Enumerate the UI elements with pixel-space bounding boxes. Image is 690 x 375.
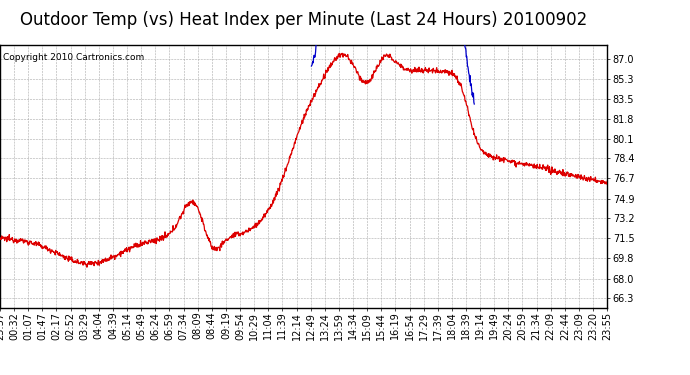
Text: Copyright 2010 Cartronics.com: Copyright 2010 Cartronics.com [3, 53, 144, 62]
Text: Outdoor Temp (vs) Heat Index per Minute (Last 24 Hours) 20100902: Outdoor Temp (vs) Heat Index per Minute … [20, 11, 587, 29]
